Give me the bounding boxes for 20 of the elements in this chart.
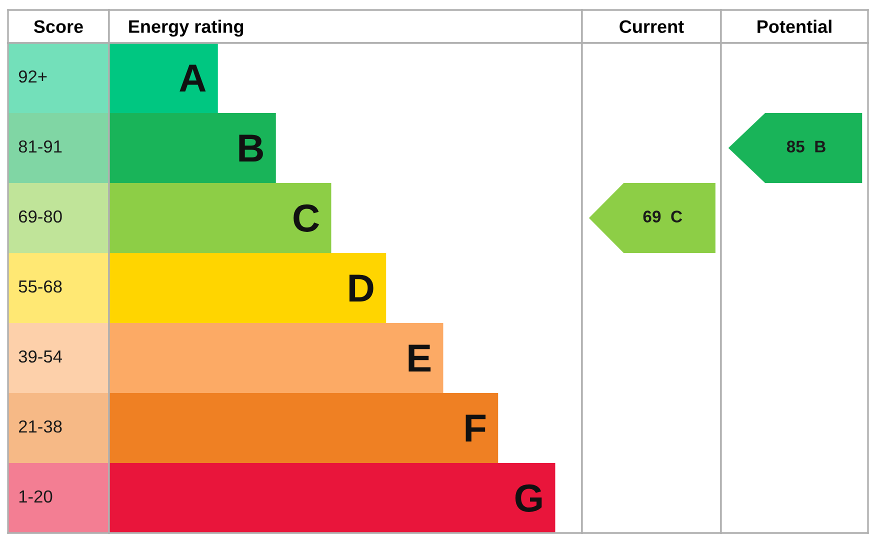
- y-axis-title: Score: [34, 20, 83, 33]
- text: 85 B: [786, 140, 826, 152]
- annotation: E: [408, 344, 431, 372]
- annotation: G: [515, 484, 542, 512]
- text: Potential: [758, 20, 832, 33]
- y-tick-label: 1-20: [19, 490, 52, 503]
- y-tick-label: 92+: [18, 70, 47, 83]
- annotation: A: [180, 64, 206, 92]
- text: Current: [620, 20, 684, 33]
- annotation: D: [349, 274, 374, 302]
- y-tick-label: 21-38: [18, 420, 62, 433]
- text: 69 C: [643, 210, 682, 222]
- y-tick-label: 55-68: [18, 280, 62, 293]
- y-tick-label: 69-80: [18, 210, 62, 223]
- y-tick-label: 39-54: [18, 350, 62, 363]
- annotation: F: [466, 414, 486, 442]
- y-tick-label: 81-91: [18, 140, 62, 153]
- annotation: B: [239, 134, 263, 162]
- x-axis-title: Energy rating: [129, 20, 244, 37]
- annotation: C: [294, 204, 319, 232]
